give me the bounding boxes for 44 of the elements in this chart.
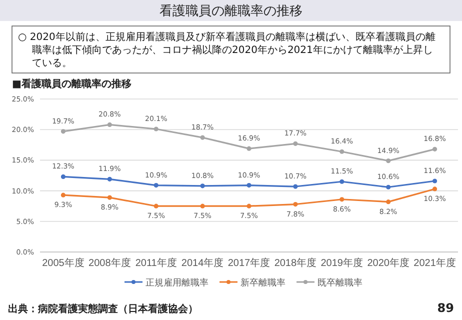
legend-label: 新卒離職率	[240, 278, 286, 288]
point	[340, 197, 344, 202]
point	[246, 146, 252, 151]
point	[154, 204, 158, 208]
point	[293, 141, 298, 146]
point	[107, 122, 112, 128]
point	[293, 184, 298, 189]
x-tick-label: 2018年度	[274, 257, 317, 269]
point	[293, 202, 298, 207]
point	[386, 184, 391, 190]
point	[60, 174, 66, 180]
x-tick-label: 2011年度	[135, 257, 177, 269]
x-tick-label: 2021年度	[414, 257, 456, 269]
point	[200, 184, 205, 188]
point	[432, 178, 438, 184]
point	[340, 149, 344, 154]
point	[200, 135, 205, 140]
legend-label: 既卒離職率	[318, 278, 362, 288]
point	[386, 200, 391, 204]
point	[60, 129, 66, 134]
point	[154, 126, 158, 132]
x-tick-label: 2017年度	[228, 257, 270, 269]
source-note: 出典：病院看護実態調査（日本看護協会）	[8, 303, 198, 315]
point	[107, 195, 112, 200]
text: 89	[437, 301, 454, 315]
point	[107, 176, 112, 182]
point	[432, 186, 438, 192]
text: ○ 2020年以前は、正規雇用看護職員及び新卒看護職員の離職率は横ばい、既卒看護職員の離職率は低下傾向であったが、コロナ禍以降の2020年から2021年にかけて離職率が上昇している。	[18, 31, 436, 69]
chart-subtitle: ■看護職員の離職率の推移	[12, 78, 132, 90]
point	[60, 192, 66, 198]
x-tick-label: 2020年度	[367, 257, 410, 269]
legend-label: 正規雇用離職率	[146, 278, 208, 288]
x-tick-label: 2008年度	[88, 257, 131, 269]
point	[340, 179, 344, 184]
x-tick-label: 2005年度	[42, 257, 84, 269]
point	[246, 204, 252, 208]
point	[200, 204, 205, 208]
x-tick-label: 2014年度	[181, 257, 224, 269]
point	[246, 182, 252, 188]
point	[154, 182, 158, 188]
point	[432, 146, 438, 152]
point	[386, 158, 391, 164]
chart-title: 看護職員の離職率の推移	[160, 3, 302, 19]
x-tick-label: 2019年度	[320, 257, 364, 269]
